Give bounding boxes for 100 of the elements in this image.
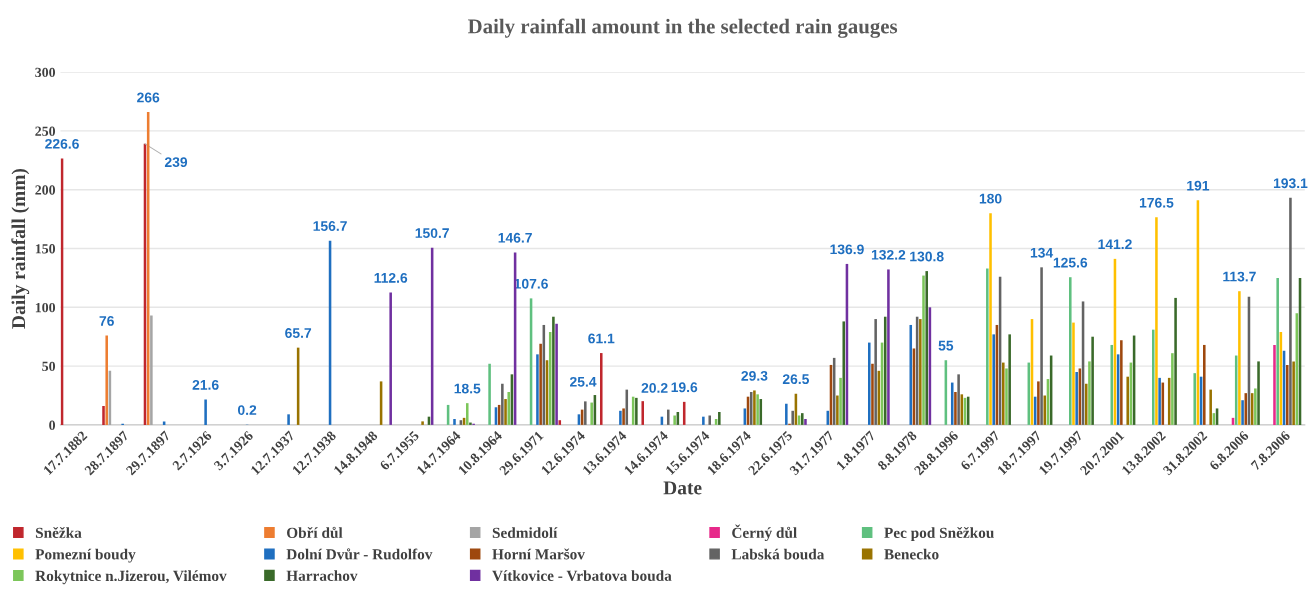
bar (599, 353, 603, 425)
bar (1040, 267, 1043, 425)
legend-label: Pec pod Sněžkou (884, 527, 994, 542)
bar (1120, 340, 1123, 425)
data-label: 266 (137, 92, 160, 103)
bar (1155, 217, 1158, 425)
y-tick-label: 100 (35, 302, 56, 313)
legend-label: Černý důl (732, 524, 797, 542)
bar (465, 403, 469, 425)
bar (204, 399, 207, 425)
data-label: 112.6 (374, 272, 408, 283)
data-label: 226.6 (45, 138, 79, 149)
legend-label: Horní Maršov (492, 548, 585, 560)
bar (909, 324, 913, 425)
data-label: 146.7 (498, 232, 532, 243)
bar (287, 414, 290, 425)
data-label: 132.2 (871, 249, 906, 260)
data-label: 130.8 (910, 251, 944, 262)
bar (1069, 277, 1072, 425)
bar (102, 406, 105, 425)
legend-label: Vítkovice - Vrbatova bouda (492, 570, 672, 582)
bar (836, 395, 839, 425)
bar (842, 321, 846, 425)
bar (1075, 371, 1078, 425)
bar (791, 410, 794, 425)
x-axis-title: Date (663, 481, 702, 495)
bar (950, 382, 954, 425)
data-label: 136.9 (830, 244, 864, 255)
data-label: 65.7 (285, 328, 312, 338)
data-label: 191 (1187, 180, 1210, 191)
bar (1193, 373, 1196, 425)
legend-label: Benecko (884, 548, 939, 560)
bar (919, 319, 922, 425)
data-label: 61.1 (588, 333, 615, 344)
bar (1088, 361, 1091, 425)
data-label: 113.7 (1223, 271, 1256, 282)
data-label: 18.5 (454, 383, 481, 394)
bar (868, 342, 871, 425)
legend-label: Dolní Dvůr - Rudolfov (286, 548, 433, 560)
bar (992, 334, 995, 425)
bar (1084, 383, 1088, 425)
data-label: 193.1 (1273, 178, 1308, 189)
data-label: 239 (164, 157, 188, 168)
bar (922, 275, 925, 425)
bar (552, 316, 555, 425)
bar (1002, 362, 1005, 425)
bar (957, 374, 960, 425)
bar (702, 416, 705, 425)
bar (989, 213, 992, 425)
data-label: 150.7 (415, 228, 449, 238)
data-label: 76 (99, 316, 114, 326)
bar (1203, 344, 1206, 425)
y-axis-title: Daily rainfall (mm) (11, 168, 30, 329)
bar (1171, 353, 1174, 425)
legend-label: Obří důl (287, 526, 343, 538)
bar (753, 390, 756, 425)
legend-label: Sedmidolí (492, 527, 558, 538)
bar (555, 323, 558, 425)
bar (1110, 344, 1114, 425)
bar (718, 411, 721, 425)
bar (871, 363, 874, 425)
bar (708, 415, 712, 425)
data-label: 125.6 (1053, 257, 1088, 268)
bar (488, 363, 491, 425)
bar (389, 292, 392, 425)
bar (501, 383, 504, 425)
bar (666, 409, 670, 425)
bar (1254, 388, 1257, 425)
bar (1244, 393, 1248, 425)
data-label: 134 (1030, 247, 1054, 258)
bar (1276, 277, 1279, 425)
bar (1292, 361, 1295, 425)
bar (756, 394, 759, 425)
bar (801, 413, 804, 425)
bar (673, 415, 676, 425)
y-tick-label: 50 (42, 361, 56, 372)
bar (105, 335, 108, 425)
data-label: 20.2 (641, 383, 668, 393)
bar (785, 403, 788, 425)
legend-label: Pomezní boudy (35, 548, 136, 563)
bar (590, 402, 593, 425)
bar (1273, 344, 1276, 425)
bar (986, 268, 989, 425)
bar (641, 401, 645, 425)
bar (504, 399, 507, 425)
y-tick-label: 200 (35, 185, 56, 195)
bar (539, 343, 542, 425)
bar (1238, 291, 1241, 425)
bar (1158, 377, 1161, 425)
data-label: 141.2 (1098, 239, 1132, 250)
data-label: 21.6 (192, 379, 219, 390)
bar (883, 316, 887, 425)
bar (421, 421, 424, 425)
bar (1043, 395, 1047, 425)
data-label: 25.4 (569, 376, 597, 387)
data-label: 156.7 (313, 221, 347, 231)
data-label: 0.2 (237, 405, 257, 415)
bar (804, 419, 807, 425)
data-label: 26.5 (782, 374, 810, 385)
bar (874, 319, 877, 425)
